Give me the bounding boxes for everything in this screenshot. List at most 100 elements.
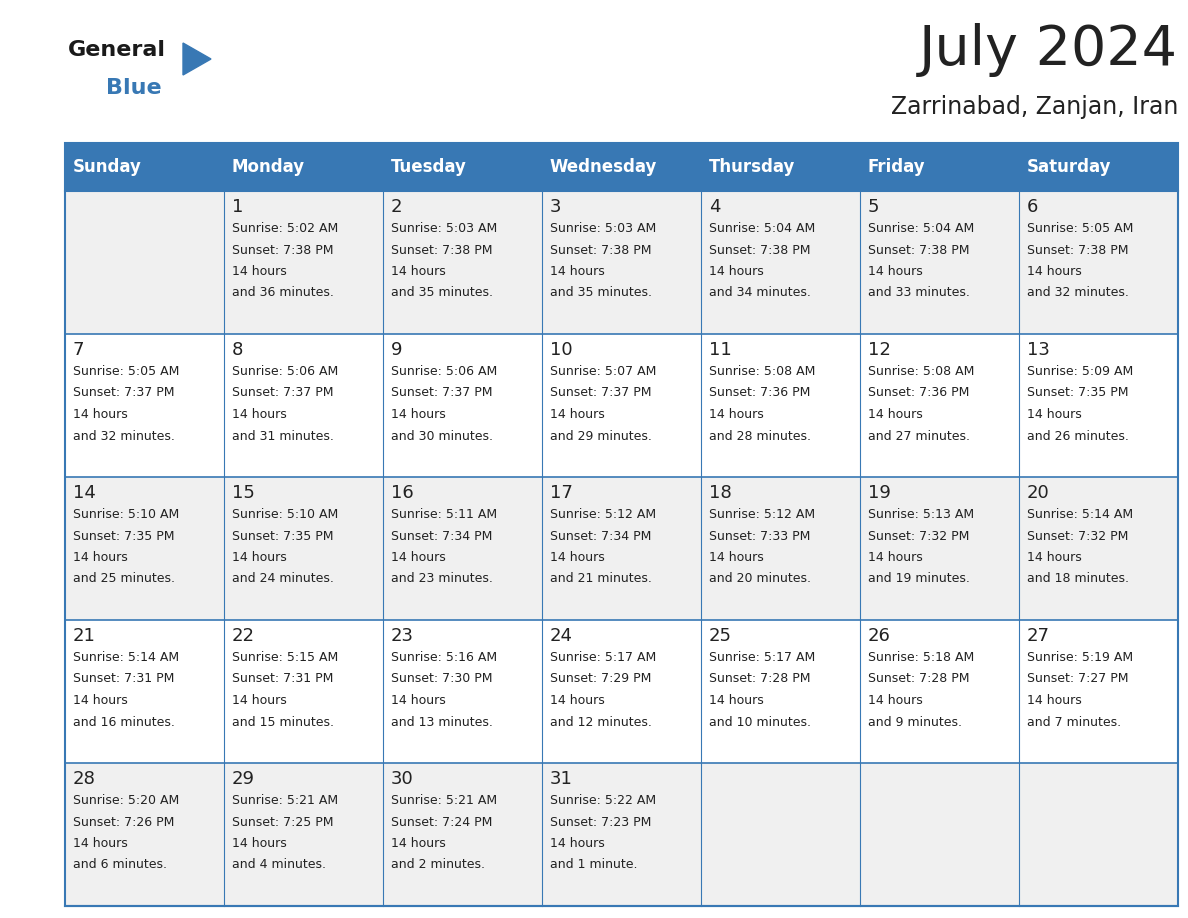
Text: Sunrise: 5:10 AM: Sunrise: 5:10 AM <box>72 508 179 521</box>
Text: 14 hours: 14 hours <box>709 408 764 421</box>
Text: Sunset: 7:30 PM: Sunset: 7:30 PM <box>391 673 493 686</box>
FancyBboxPatch shape <box>383 620 542 763</box>
FancyBboxPatch shape <box>65 763 225 906</box>
FancyBboxPatch shape <box>225 763 383 906</box>
FancyBboxPatch shape <box>225 620 383 763</box>
Text: Sunrise: 5:17 AM: Sunrise: 5:17 AM <box>550 651 656 664</box>
FancyBboxPatch shape <box>701 143 860 191</box>
Text: and 1 minute.: and 1 minute. <box>550 858 638 871</box>
Text: 14 hours: 14 hours <box>391 694 446 707</box>
Text: Blue: Blue <box>106 78 162 98</box>
FancyBboxPatch shape <box>701 334 860 477</box>
Text: Zarrinabad, Zanjan, Iran: Zarrinabad, Zanjan, Iran <box>891 95 1178 119</box>
Text: Sunset: 7:28 PM: Sunset: 7:28 PM <box>868 673 969 686</box>
Text: and 35 minutes.: and 35 minutes. <box>391 286 493 299</box>
Text: Sunrise: 5:08 AM: Sunrise: 5:08 AM <box>709 365 815 378</box>
Text: and 28 minutes.: and 28 minutes. <box>709 430 811 442</box>
Text: Sunrise: 5:06 AM: Sunrise: 5:06 AM <box>391 365 498 378</box>
Text: and 35 minutes.: and 35 minutes. <box>550 286 652 299</box>
Text: Sunset: 7:35 PM: Sunset: 7:35 PM <box>72 530 175 543</box>
Text: Sunrise: 5:16 AM: Sunrise: 5:16 AM <box>391 651 497 664</box>
Text: Sunrise: 5:12 AM: Sunrise: 5:12 AM <box>550 508 656 521</box>
Text: 14 hours: 14 hours <box>550 694 605 707</box>
Text: Sunrise: 5:04 AM: Sunrise: 5:04 AM <box>709 222 815 235</box>
Text: 14 hours: 14 hours <box>709 551 764 564</box>
Text: 14 hours: 14 hours <box>232 694 286 707</box>
FancyBboxPatch shape <box>860 191 1019 334</box>
Text: Sunset: 7:37 PM: Sunset: 7:37 PM <box>550 386 651 399</box>
Text: 14 hours: 14 hours <box>391 551 446 564</box>
Text: Sunrise: 5:14 AM: Sunrise: 5:14 AM <box>72 651 179 664</box>
Text: 21: 21 <box>72 627 96 645</box>
Text: and 7 minutes.: and 7 minutes. <box>1026 715 1121 729</box>
Text: 14 hours: 14 hours <box>550 265 605 278</box>
Text: Sunset: 7:24 PM: Sunset: 7:24 PM <box>391 815 492 829</box>
Text: Sunset: 7:32 PM: Sunset: 7:32 PM <box>1026 530 1129 543</box>
Text: Sunday: Sunday <box>72 158 141 176</box>
Text: Sunrise: 5:20 AM: Sunrise: 5:20 AM <box>72 794 179 807</box>
Text: Sunset: 7:28 PM: Sunset: 7:28 PM <box>709 673 810 686</box>
Text: July 2024: July 2024 <box>920 23 1178 77</box>
Text: Sunset: 7:35 PM: Sunset: 7:35 PM <box>232 530 334 543</box>
FancyBboxPatch shape <box>860 143 1019 191</box>
Text: 14: 14 <box>72 484 96 502</box>
Text: Sunset: 7:37 PM: Sunset: 7:37 PM <box>72 386 175 399</box>
FancyBboxPatch shape <box>383 191 542 334</box>
Text: 18: 18 <box>709 484 732 502</box>
FancyBboxPatch shape <box>542 191 701 334</box>
Text: and 16 minutes.: and 16 minutes. <box>72 715 175 729</box>
Text: 14 hours: 14 hours <box>72 551 127 564</box>
Text: and 15 minutes.: and 15 minutes. <box>232 715 334 729</box>
Text: 4: 4 <box>709 198 720 216</box>
Text: Sunset: 7:34 PM: Sunset: 7:34 PM <box>550 530 651 543</box>
Text: and 20 minutes.: and 20 minutes. <box>709 573 811 586</box>
Text: 14 hours: 14 hours <box>72 837 127 850</box>
Text: 14 hours: 14 hours <box>232 551 286 564</box>
Text: Sunset: 7:32 PM: Sunset: 7:32 PM <box>868 530 969 543</box>
Text: Sunrise: 5:08 AM: Sunrise: 5:08 AM <box>868 365 974 378</box>
FancyBboxPatch shape <box>860 763 1019 906</box>
FancyBboxPatch shape <box>65 477 225 620</box>
Text: and 18 minutes.: and 18 minutes. <box>1026 573 1129 586</box>
Text: 14 hours: 14 hours <box>1026 265 1082 278</box>
Text: Sunset: 7:27 PM: Sunset: 7:27 PM <box>1026 673 1129 686</box>
FancyBboxPatch shape <box>542 477 701 620</box>
FancyBboxPatch shape <box>701 477 860 620</box>
Text: 29: 29 <box>232 770 255 788</box>
Text: 8: 8 <box>232 341 244 359</box>
Text: Sunset: 7:26 PM: Sunset: 7:26 PM <box>72 815 175 829</box>
Text: Tuesday: Tuesday <box>391 158 467 176</box>
FancyBboxPatch shape <box>701 191 860 334</box>
Text: Sunset: 7:38 PM: Sunset: 7:38 PM <box>1026 243 1129 256</box>
Text: 14 hours: 14 hours <box>868 265 923 278</box>
FancyBboxPatch shape <box>225 477 383 620</box>
Text: Sunrise: 5:10 AM: Sunrise: 5:10 AM <box>232 508 339 521</box>
Text: Sunset: 7:34 PM: Sunset: 7:34 PM <box>391 530 492 543</box>
Text: 28: 28 <box>72 770 96 788</box>
Text: Sunset: 7:25 PM: Sunset: 7:25 PM <box>232 815 334 829</box>
Text: 7: 7 <box>72 341 84 359</box>
FancyBboxPatch shape <box>860 477 1019 620</box>
Text: 13: 13 <box>1026 341 1050 359</box>
Text: Sunset: 7:36 PM: Sunset: 7:36 PM <box>868 386 969 399</box>
Text: and 19 minutes.: and 19 minutes. <box>868 573 969 586</box>
Text: and 30 minutes.: and 30 minutes. <box>391 430 493 442</box>
Text: Sunset: 7:31 PM: Sunset: 7:31 PM <box>72 673 175 686</box>
Text: and 6 minutes.: and 6 minutes. <box>72 858 168 871</box>
Text: 9: 9 <box>391 341 403 359</box>
Text: Sunrise: 5:17 AM: Sunrise: 5:17 AM <box>709 651 815 664</box>
Text: Sunrise: 5:05 AM: Sunrise: 5:05 AM <box>1026 222 1133 235</box>
Text: and 27 minutes.: and 27 minutes. <box>868 430 969 442</box>
Text: Sunrise: 5:05 AM: Sunrise: 5:05 AM <box>72 365 179 378</box>
FancyBboxPatch shape <box>225 143 383 191</box>
Text: Sunset: 7:35 PM: Sunset: 7:35 PM <box>1026 386 1129 399</box>
Text: 26: 26 <box>868 627 891 645</box>
Text: Sunset: 7:33 PM: Sunset: 7:33 PM <box>709 530 810 543</box>
Text: 2: 2 <box>391 198 403 216</box>
Text: 14 hours: 14 hours <box>868 551 923 564</box>
Text: 6: 6 <box>1026 198 1038 216</box>
Text: Sunrise: 5:22 AM: Sunrise: 5:22 AM <box>550 794 656 807</box>
Text: 14 hours: 14 hours <box>232 837 286 850</box>
FancyBboxPatch shape <box>542 143 701 191</box>
Text: 14 hours: 14 hours <box>1026 694 1082 707</box>
